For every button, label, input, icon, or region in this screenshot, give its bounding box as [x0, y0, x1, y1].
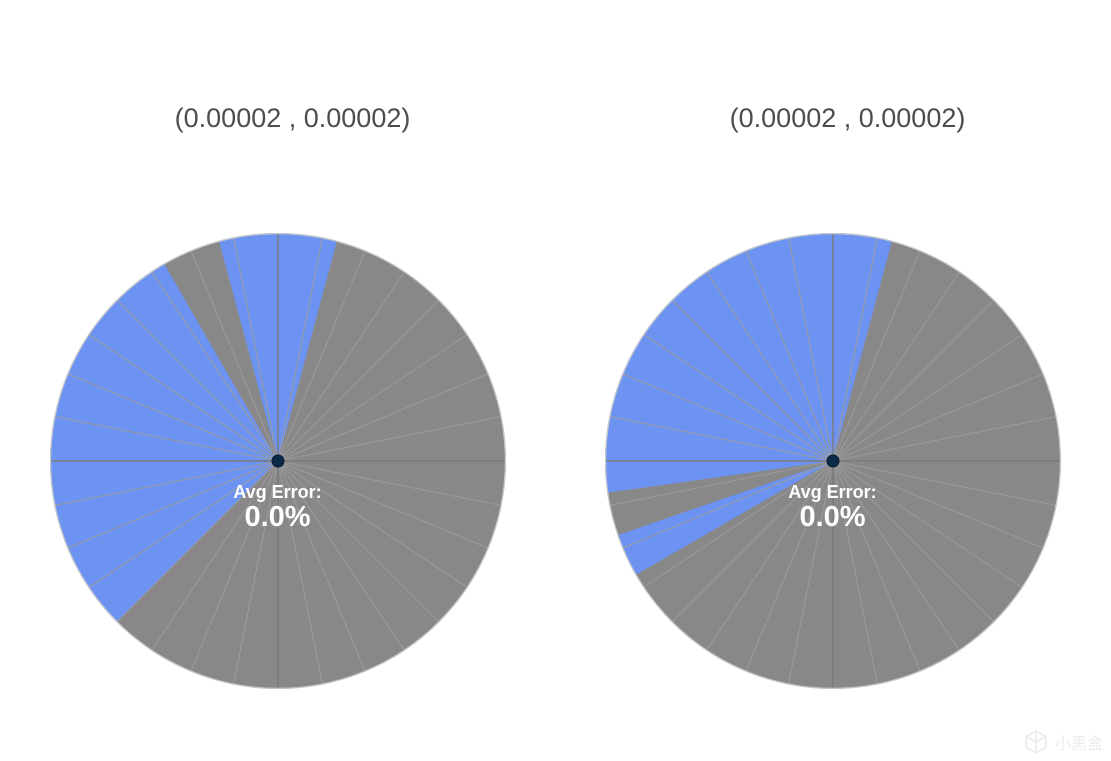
- panel-left: (0.00002 , 0.00002) Avg Error: 0.0%: [0, 0, 555, 761]
- panel-left-chart: Avg Error: 0.0%: [50, 233, 506, 689]
- pie-right-svg: [605, 233, 1061, 689]
- panel-left-title: (0.00002 , 0.00002): [0, 72, 555, 165]
- panel-right-title: (0.00002 , 0.00002): [555, 72, 1110, 165]
- panel-right: (0.00002 , 0.00002) Avg Error: 0.0%: [555, 0, 1110, 761]
- title-text: (0.00002 , 0.00002): [175, 103, 411, 133]
- pie-left-svg: [50, 233, 506, 689]
- title-text: (0.00002 , 0.00002): [730, 103, 966, 133]
- panel-right-chart: Avg Error: 0.0%: [605, 233, 1061, 689]
